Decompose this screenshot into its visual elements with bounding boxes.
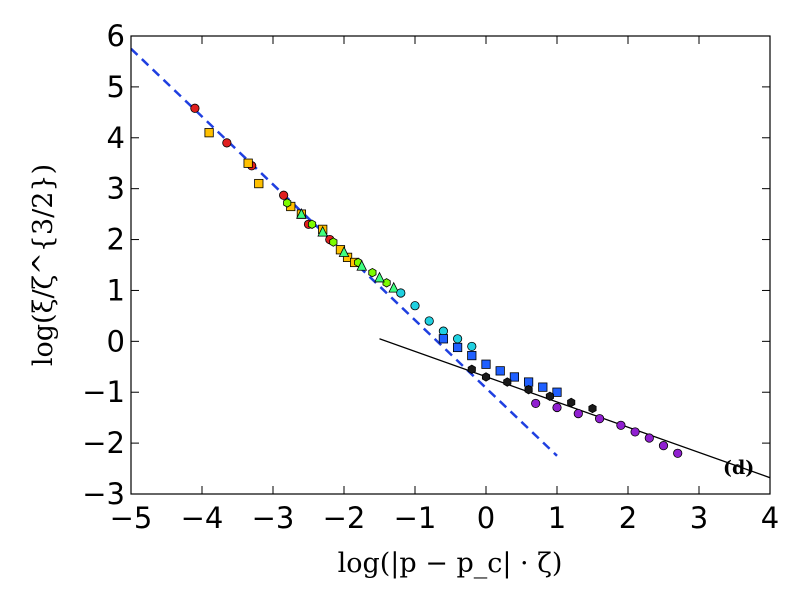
data-point — [509, 372, 520, 382]
data-point — [452, 342, 463, 353]
data-point — [524, 377, 534, 387]
plot-frame — [130, 35, 771, 495]
data-point — [438, 334, 449, 344]
data-point — [410, 301, 420, 311]
data-point — [356, 259, 368, 271]
data-point — [279, 190, 289, 200]
y-tick-label: −2 — [82, 426, 125, 460]
data-point — [283, 198, 292, 208]
data-point — [396, 288, 406, 298]
data-point — [338, 246, 350, 257]
data-point — [467, 341, 477, 352]
y-tick-label: 1 — [107, 273, 125, 307]
data-point — [552, 402, 562, 413]
data-point — [452, 334, 463, 344]
data-point — [481, 359, 491, 369]
data-point — [467, 350, 477, 361]
data-point — [588, 403, 597, 414]
data-point — [438, 326, 448, 336]
x-tick-label: 2 — [619, 501, 637, 535]
x-tick-label: −2 — [323, 501, 366, 535]
data-point — [552, 387, 562, 397]
data-point — [424, 316, 434, 326]
data-point — [222, 138, 232, 148]
x-tick-label: 1 — [548, 501, 566, 535]
reference-line-dashed — [131, 47, 558, 457]
series-7 — [531, 398, 683, 458]
y-tick-label: −3 — [82, 477, 125, 511]
y-tick-label: 2 — [107, 223, 125, 257]
series-3 — [296, 208, 400, 293]
data-point — [243, 158, 253, 168]
data-point — [573, 408, 583, 419]
y-axis: −3 −2 −1 0 1 2 3 4 5 6 — [82, 19, 770, 511]
data-point — [538, 382, 548, 392]
plot-background — [131, 36, 770, 494]
data-point — [594, 414, 605, 424]
data-point — [254, 178, 264, 189]
data-point — [658, 441, 669, 451]
x-tick-label: 3 — [690, 501, 708, 535]
data-point — [616, 420, 626, 430]
data-point — [382, 278, 391, 288]
y-tick-label: 3 — [107, 172, 125, 206]
annotation-label: (d) — [723, 457, 754, 479]
data-point — [317, 225, 329, 237]
data-point — [388, 281, 400, 293]
x-tick-label: −5 — [110, 501, 153, 535]
data-point — [296, 208, 307, 219]
data-point — [567, 397, 576, 408]
reference-line-solid — [379, 338, 770, 479]
y-axis-label: log(ξ/ζ^{3/2}) — [28, 164, 59, 366]
x-tick-label: −4 — [181, 501, 224, 535]
series-5 — [438, 334, 562, 397]
data-point — [495, 366, 505, 376]
data-point — [524, 385, 533, 395]
x-tick-label: −3 — [252, 501, 295, 535]
y-tick-label: 5 — [107, 70, 125, 104]
plot-area — [131, 47, 770, 479]
data-point — [308, 219, 317, 229]
y-tick-label: 6 — [107, 19, 125, 53]
data-point — [673, 448, 683, 458]
data-point — [342, 252, 353, 262]
y-tick-label: 0 — [107, 324, 125, 358]
x-tick-label: 0 — [477, 501, 495, 535]
data-point — [329, 237, 338, 247]
data-point — [503, 377, 512, 387]
x-tick-label: 4 — [761, 501, 779, 535]
data-point — [204, 128, 214, 138]
data-point — [630, 427, 640, 437]
x-tick-label: −1 — [394, 501, 437, 535]
y-tick-label: −1 — [82, 375, 125, 409]
y-tick-label: 4 — [107, 121, 125, 155]
data-point — [481, 372, 491, 382]
data-point — [644, 433, 654, 443]
x-axis-label: log(|p − p_c| · ζ) — [338, 548, 563, 579]
data-point — [374, 271, 385, 283]
data-point — [545, 391, 554, 401]
data-point — [368, 267, 377, 278]
x-axis: −5 −4 −3 −2 −1 0 1 2 3 4 — [110, 36, 779, 535]
series-6 — [467, 364, 597, 414]
data-point — [467, 364, 476, 374]
data-point — [190, 103, 200, 113]
data-point — [531, 398, 541, 409]
